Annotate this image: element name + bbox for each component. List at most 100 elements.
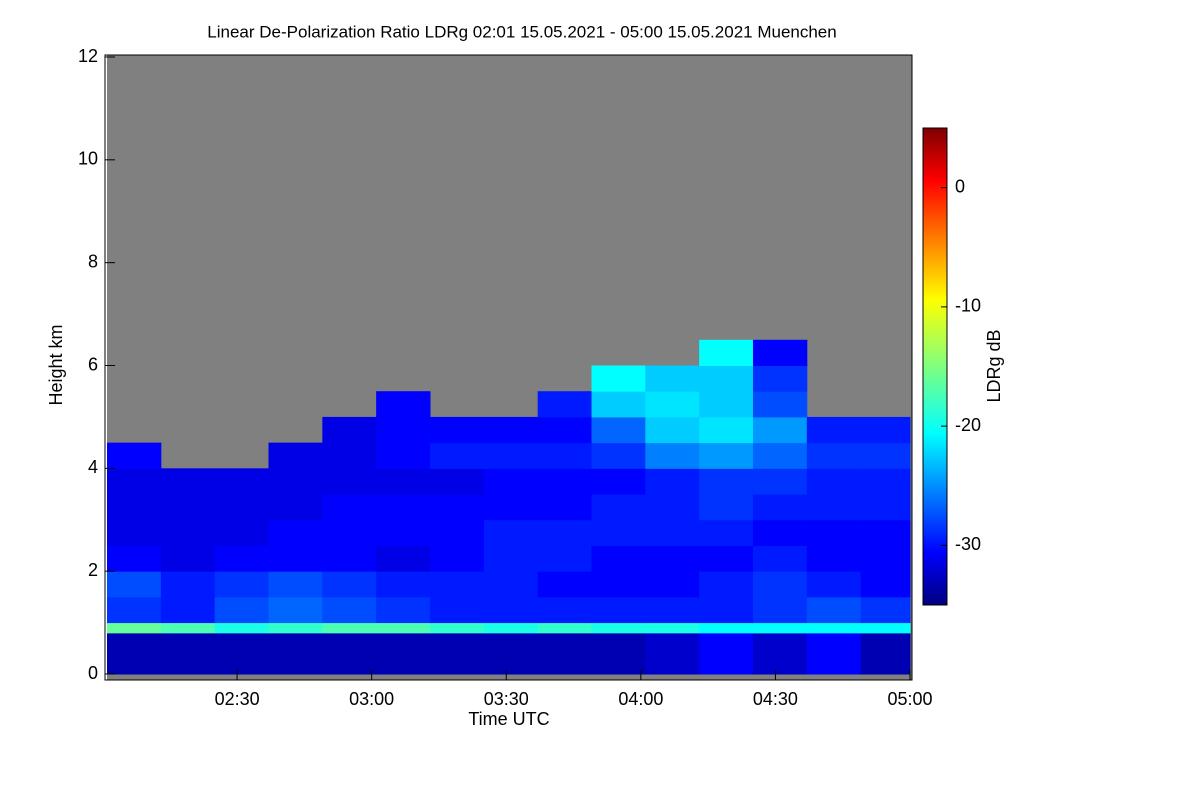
colorbar-label: LDRg dB xyxy=(984,329,1004,402)
y-tick-label: 4 xyxy=(88,457,98,477)
heatmap-cell xyxy=(483,632,539,675)
heatmap-cell xyxy=(591,391,646,418)
heatmap-cell xyxy=(268,545,323,572)
heatmap-cell xyxy=(699,519,754,546)
heatmap-cell xyxy=(591,442,646,469)
heatmap-cell xyxy=(214,519,269,546)
heatmap-cell xyxy=(429,596,485,624)
heatmap-cell xyxy=(699,365,754,392)
heatmap-cell xyxy=(268,571,323,598)
heatmap-cell xyxy=(806,416,862,444)
heatmap-cell xyxy=(752,622,808,634)
heatmap-cell xyxy=(645,545,700,572)
heatmap-cell xyxy=(752,545,808,572)
heatmap-cell xyxy=(806,442,862,469)
heatmap-cell xyxy=(107,571,162,598)
heatmap-cell xyxy=(699,545,754,572)
heatmap-cell xyxy=(645,519,700,546)
plot-frame xyxy=(104,54,913,681)
heatmap-cell xyxy=(107,596,162,624)
heatmap-cell xyxy=(645,416,700,444)
heatmap-cell xyxy=(429,571,485,598)
heatmap-cell xyxy=(160,519,216,546)
heatmap-cell xyxy=(160,468,216,495)
heatmap-cell xyxy=(645,365,700,392)
heatmap-cell xyxy=(376,632,431,675)
heatmap-cell xyxy=(376,391,431,418)
x-axis-label: Time UTC xyxy=(468,709,549,729)
heatmap-cell xyxy=(429,468,485,495)
heatmap-cell xyxy=(322,545,377,572)
heatmap-cell xyxy=(107,442,162,469)
heatmap-cell xyxy=(699,339,754,366)
heatmap-cell xyxy=(483,545,539,572)
heatmap-cell xyxy=(322,571,377,598)
heatmap-cell xyxy=(537,519,592,546)
heatmap-cell xyxy=(860,519,911,546)
heatmap-cell xyxy=(699,596,754,624)
heatmap-cell xyxy=(429,519,485,546)
heatmap-cell xyxy=(107,545,162,572)
heatmap-cell xyxy=(322,632,377,675)
heatmap-cell xyxy=(214,571,269,598)
heatmap-cell xyxy=(214,494,269,521)
heatmap-cell xyxy=(591,545,646,572)
heatmap-cell xyxy=(214,596,269,624)
x-tick-label: 02:30 xyxy=(215,689,260,709)
y-tick-label: 12 xyxy=(78,46,98,66)
heatmap-cell xyxy=(860,596,911,624)
heatmap-cell xyxy=(537,596,592,624)
heatmap-cell xyxy=(107,622,162,634)
heatmap-cell xyxy=(376,494,431,521)
heatmap-cell xyxy=(699,632,754,675)
colorbar xyxy=(922,127,948,606)
heatmap-cell xyxy=(699,391,754,418)
heatmap-cell xyxy=(429,416,485,444)
heatmap-cell xyxy=(429,545,485,572)
heatmap-cell xyxy=(645,571,700,598)
heatmap-cell xyxy=(268,494,323,521)
heatmap-cell xyxy=(376,545,431,572)
heatmap-cell xyxy=(860,622,911,634)
heatmap-cell xyxy=(322,442,377,469)
colorbar-tick-label: 0 xyxy=(955,176,965,196)
heatmap-cell xyxy=(806,632,862,675)
heatmap-cell xyxy=(806,545,862,572)
colorbar-tick-label: -10 xyxy=(955,296,981,316)
heatmap-cell xyxy=(752,416,808,444)
heatmap-cell xyxy=(322,519,377,546)
x-tick-label: 04:30 xyxy=(753,689,798,709)
heatmap-cell xyxy=(591,571,646,598)
heatmap-cell xyxy=(483,468,539,495)
heatmap-cell xyxy=(752,442,808,469)
heatmap-cell xyxy=(537,391,592,418)
heatmap-cell xyxy=(107,519,162,546)
heatmap-cell xyxy=(483,494,539,521)
heatmap-cell xyxy=(268,468,323,495)
heatmap-cell xyxy=(752,391,808,418)
heatmap-cell xyxy=(376,416,431,444)
y-tick-label: 0 xyxy=(88,663,98,683)
heatmap-cell xyxy=(806,519,862,546)
heatmap-cell xyxy=(376,596,431,624)
heatmap-cell xyxy=(160,622,216,634)
heatmap-cell xyxy=(537,632,592,675)
heatmap-cell xyxy=(591,622,646,634)
heatmap-cell xyxy=(591,416,646,444)
heatmap-cell xyxy=(752,596,808,624)
heatmap-cell xyxy=(322,494,377,521)
heatmap-cell xyxy=(806,468,862,495)
heatmap-cell xyxy=(483,442,539,469)
heatmap-cell xyxy=(752,571,808,598)
heatmap-cell xyxy=(483,519,539,546)
heatmap-cell xyxy=(591,519,646,546)
heatmap-cell xyxy=(160,494,216,521)
heatmap-cell xyxy=(860,545,911,572)
heatmap-cell xyxy=(699,468,754,495)
heatmap-cell xyxy=(699,494,754,521)
heatmap-cell xyxy=(860,571,911,598)
heatmap-cell xyxy=(376,622,431,634)
heatmap-cell xyxy=(322,596,377,624)
heatmap-cell xyxy=(160,545,216,572)
heatmap-cell xyxy=(376,519,431,546)
